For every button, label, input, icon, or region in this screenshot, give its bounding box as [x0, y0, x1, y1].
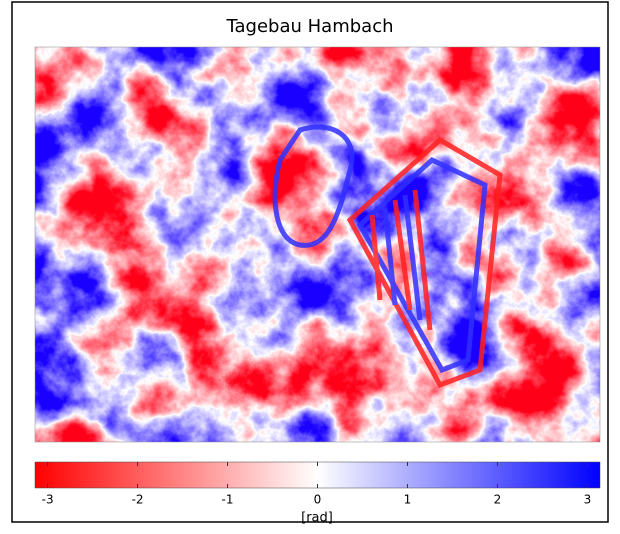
chart-title: Tagebau Hambach: [226, 16, 394, 37]
colorbar-tick-label: 2: [494, 493, 502, 507]
colorbar-tick-label: 3: [584, 493, 592, 507]
colorbar-tick-label: 1: [404, 493, 412, 507]
phase-map: [35, 47, 600, 442]
colorbar-tick-label: -2: [132, 493, 144, 507]
page: {"chart_data": {"type": "heatmap", "titl…: [0, 0, 620, 534]
colorbar-tick-label: 0: [314, 493, 322, 507]
colorbar-tick-label: -1: [222, 493, 234, 507]
colorbar-label: [rad]: [301, 511, 333, 526]
figure: Tagebau Hambach [rad] -3 -2 -1 0 1 2 3: [0, 0, 620, 534]
colorbar-tick-label: -3: [42, 493, 54, 507]
